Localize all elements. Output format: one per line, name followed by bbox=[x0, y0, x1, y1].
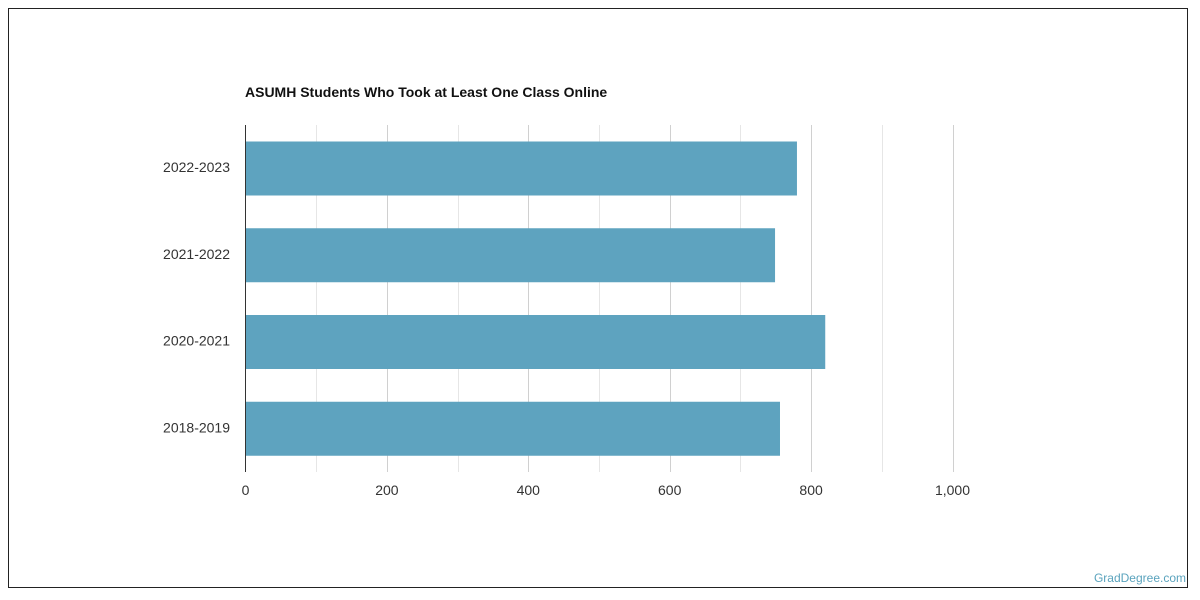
y-tick-label: 2021-2022 bbox=[163, 246, 230, 262]
y-tick-label: 2018-2019 bbox=[163, 419, 230, 435]
x-tick-label: 800 bbox=[799, 482, 823, 498]
bar-2022-2023[interactable] bbox=[245, 141, 797, 196]
chart-title: ASUMH Students Who Took at Least One Cla… bbox=[245, 84, 608, 100]
x-tick-label: 1,000 bbox=[935, 482, 970, 498]
x-tick-label: 0 bbox=[242, 482, 250, 498]
x-tick-label: 400 bbox=[517, 482, 541, 498]
chart-frame bbox=[8, 8, 1188, 588]
x-tick-label: 200 bbox=[375, 482, 399, 498]
bar-2018-2019[interactable] bbox=[245, 401, 780, 456]
y-tick-label: 2022-2023 bbox=[163, 159, 230, 175]
bar-2021-2022[interactable] bbox=[245, 228, 776, 283]
y-tick-label: 2020-2021 bbox=[163, 333, 230, 349]
source-credit[interactable]: GradDegree.com bbox=[1093, 571, 1186, 585]
x-tick-label: 600 bbox=[658, 482, 682, 498]
bar-2020-2021[interactable] bbox=[245, 315, 826, 369]
